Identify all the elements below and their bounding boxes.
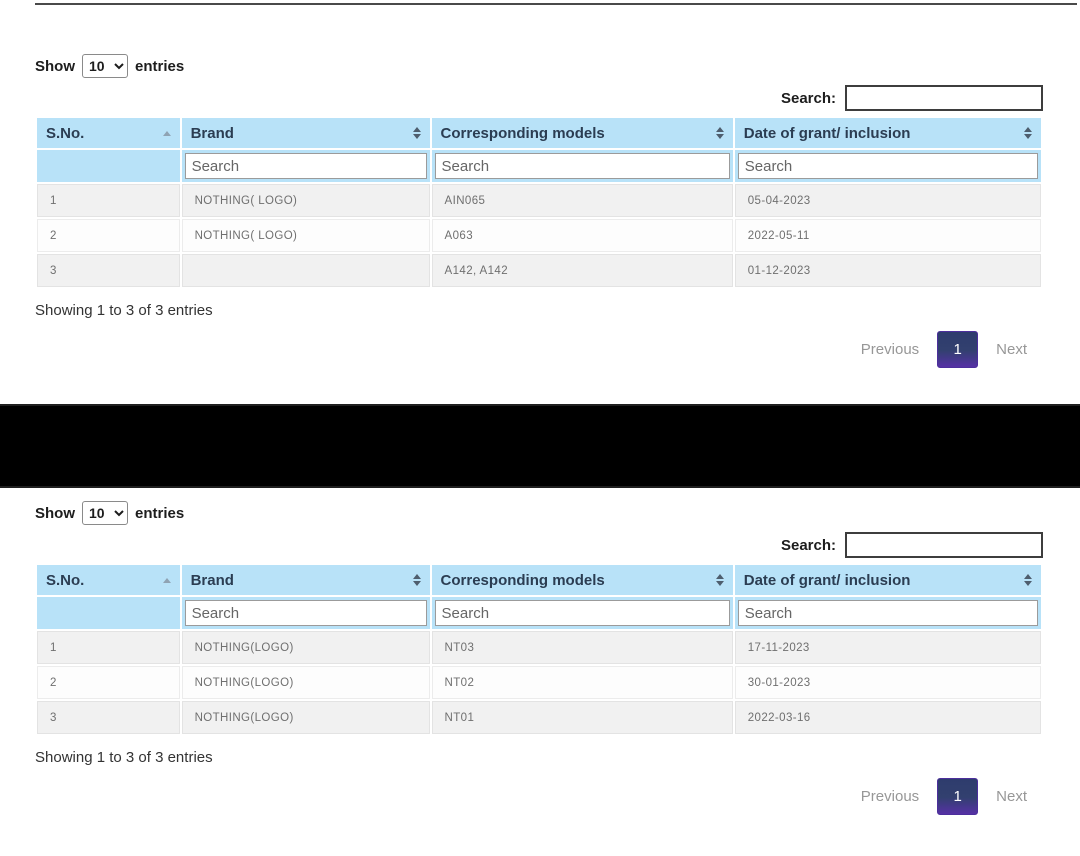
column-search-row [37,150,1041,182]
sort-icon [1024,574,1032,586]
pagination-2: Previous 1 Next [35,777,1043,815]
sno-cell: 1 [37,631,180,664]
brand-cell: NOTHING( LOGO) [181,184,430,217]
models-search-input[interactable] [434,153,730,179]
models-cell: A063 [431,219,733,252]
brands-table-2: S.No. Brand Corresponding models [35,563,1043,736]
brand-cell [181,254,430,287]
sno-cell: 3 [37,701,180,734]
column-search-row [37,597,1041,629]
sort-icon [1024,127,1032,139]
brand-cell: NOTHING(LOGO) [181,701,430,734]
column-header-brand[interactable]: Brand [181,565,430,595]
column-header-sno[interactable]: S.No. [37,118,180,148]
table-info: Showing 1 to 3 of 3 entries [35,749,213,766]
column-header-models[interactable]: Corresponding models [431,565,733,595]
table-row: 3 NOTHING(LOGO) NT01 2022-03-16 [37,701,1041,734]
brand-search-input[interactable] [184,153,427,179]
sort-icon [715,127,724,139]
sno-cell: 3 [37,254,180,287]
column-header-brand[interactable]: Brand [181,118,430,148]
header-row: S.No. Brand Corresponding models [37,118,1041,148]
column-header-label: Brand [190,571,234,589]
models-cell: A142, A142 [431,254,733,287]
date-search-input[interactable] [737,153,1038,179]
entries-label: entries [135,57,185,75]
show-label: Show [35,504,75,522]
brand-cell: NOTHING( LOGO) [181,219,430,252]
sort-icon [412,574,421,586]
table-row: 2 NOTHING(LOGO) NT02 30-01-2023 [37,666,1041,699]
current-page-button[interactable]: 1 [937,330,979,368]
sort-icon [715,574,724,586]
brand-table-section-1: Show 10 entries Search: S.No. Brand [0,54,1080,368]
column-header-models[interactable]: Corresponding models [431,118,733,148]
column-header-date[interactable]: Date of grant/ inclusion [734,565,1041,595]
brand-cell: NOTHING(LOGO) [181,666,430,699]
page-size-select[interactable]: 10 [82,54,128,78]
column-header-label: Brand [190,124,234,142]
column-header-sno[interactable]: S.No. [37,565,180,595]
previous-page-button[interactable]: Previous [860,787,920,805]
sno-cell: 2 [37,219,180,252]
top-divider [35,3,1077,5]
black-banner [0,404,1080,488]
previous-page-button[interactable]: Previous [860,340,920,358]
sort-ascending-icon [162,130,171,136]
sno-search-cell [37,597,180,629]
sno-cell: 1 [37,184,180,217]
next-page-button[interactable]: Next [996,787,1027,805]
column-header-label: S.No. [46,124,85,142]
column-header-label: Corresponding models [440,571,605,589]
current-page-button[interactable]: 1 [937,777,979,815]
date-cell: 2022-03-16 [734,701,1041,734]
models-search-input[interactable] [434,600,730,626]
table-row: 3 A142, A142 01-12-2023 [37,254,1041,287]
date-cell: 01-12-2023 [734,254,1041,287]
brands-table-1: S.No. Brand Corresponding models [35,116,1043,289]
page-size-select[interactable]: 10 [82,501,128,525]
models-cell: NT01 [431,701,733,734]
search-label: Search: [780,536,836,554]
column-header-label: Corresponding models [440,124,605,142]
date-search-input[interactable] [737,600,1038,626]
sno-search-cell [37,150,180,182]
column-header-label: Date of grant/ inclusion [743,571,911,589]
table-row: 1 NOTHING( LOGO) AIN065 05-04-2023 [37,184,1041,217]
column-header-label: S.No. [46,571,85,589]
entries-label: entries [135,504,185,522]
date-cell: 17-11-2023 [734,631,1041,664]
date-cell: 05-04-2023 [734,184,1041,217]
search-label: Search: [780,89,836,107]
brand-table-section-2: Show 10 entries Search: S.No. Brand [0,501,1080,815]
entries-length-control-1: Show 10 entries [35,54,1043,78]
next-page-button[interactable]: Next [996,340,1027,358]
entries-length-control-2: Show 10 entries [35,501,1043,525]
table-row: 1 NOTHING(LOGO) NT03 17-11-2023 [37,631,1041,664]
brand-search-input[interactable] [184,600,427,626]
models-cell: AIN065 [431,184,733,217]
date-cell: 30-01-2023 [734,666,1041,699]
table-row: 2 NOTHING( LOGO) A063 2022-05-11 [37,219,1041,252]
global-search-control-2: Search: [35,532,1043,558]
show-label: Show [35,57,75,75]
brand-cell: NOTHING(LOGO) [181,631,430,664]
models-cell: NT03 [431,631,733,664]
sort-ascending-icon [162,577,171,583]
date-cell: 2022-05-11 [734,219,1041,252]
column-header-date[interactable]: Date of grant/ inclusion [734,118,1041,148]
header-row: S.No. Brand Corresponding models [37,565,1041,595]
global-search-input[interactable] [845,85,1043,111]
pagination-1: Previous 1 Next [35,330,1043,368]
column-header-label: Date of grant/ inclusion [743,124,911,142]
global-search-control-1: Search: [35,85,1043,111]
sno-cell: 2 [37,666,180,699]
global-search-input[interactable] [845,532,1043,558]
models-cell: NT02 [431,666,733,699]
sort-icon [412,127,421,139]
table-info: Showing 1 to 3 of 3 entries [35,302,213,319]
